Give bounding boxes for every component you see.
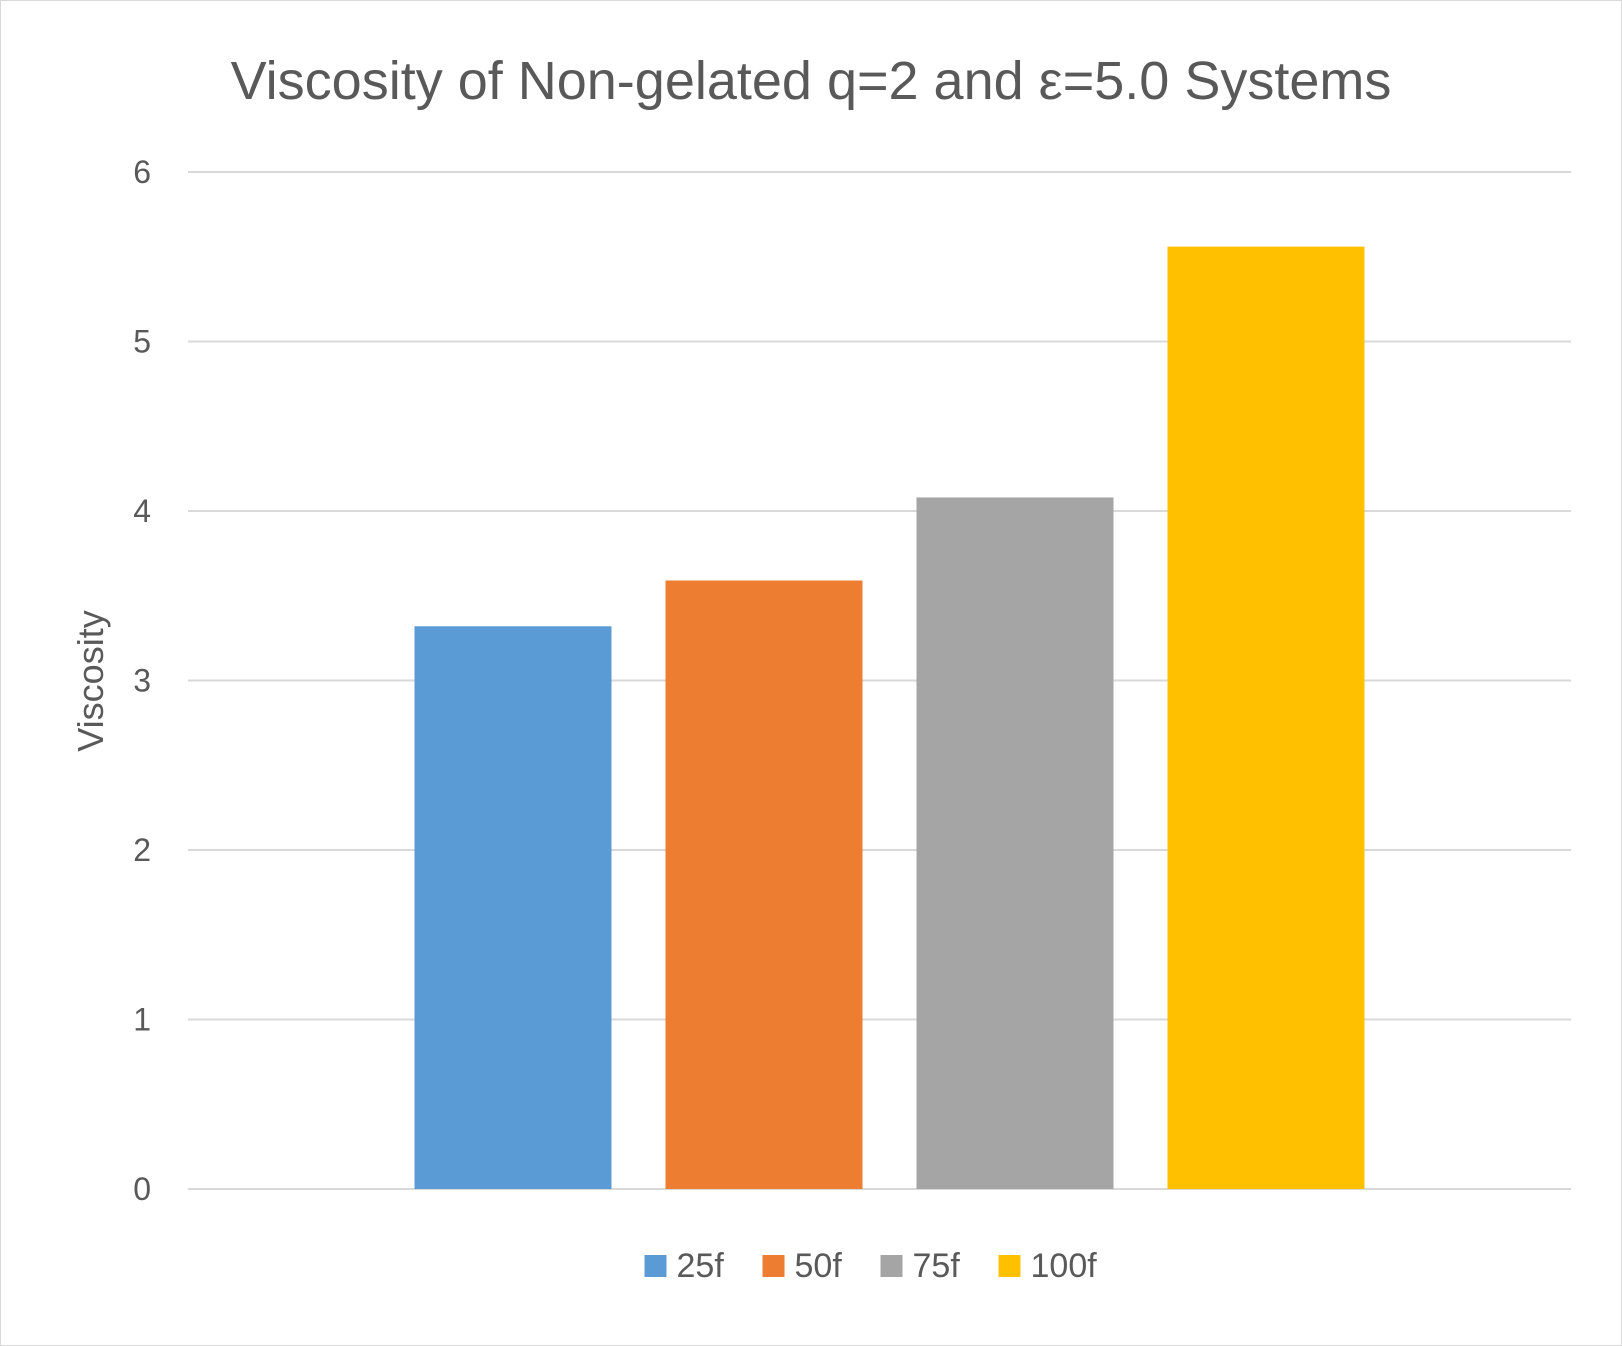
y-tick-label: 2 [133,832,151,868]
y-tick-label: 1 [133,1002,151,1038]
bar-50f [665,580,863,1189]
bars [414,246,1365,1189]
y-tick-label: 5 [133,324,151,360]
y-tick-label: 4 [133,493,151,529]
y-axis-ticks: 0 1 2 3 4 5 6 [133,154,151,1207]
legend-swatch-100f [998,1255,1021,1277]
y-tick-label: 3 [133,663,151,699]
legend-label-75f: 75f [913,1247,961,1285]
bar-75f [916,497,1114,1189]
chart-title: Viscosity of Non-gelated q=2 and ε=5.0 S… [231,51,1392,111]
legend-label-25f: 25f [677,1247,725,1285]
y-tick-label: 6 [133,154,151,190]
legend-swatch-75f [880,1255,903,1277]
legend-swatch-25f [644,1255,667,1277]
bar-100f [1167,246,1365,1189]
legend-label-50f: 50f [795,1247,843,1285]
legend-swatch-50f [762,1255,785,1277]
legend: 25f 50f 75f 100f [644,1247,1098,1285]
y-axis-label: Viscosity [70,610,111,751]
bar-25f [414,626,612,1189]
legend-label-100f: 100f [1031,1247,1098,1285]
y-tick-label: 0 [133,1171,151,1207]
